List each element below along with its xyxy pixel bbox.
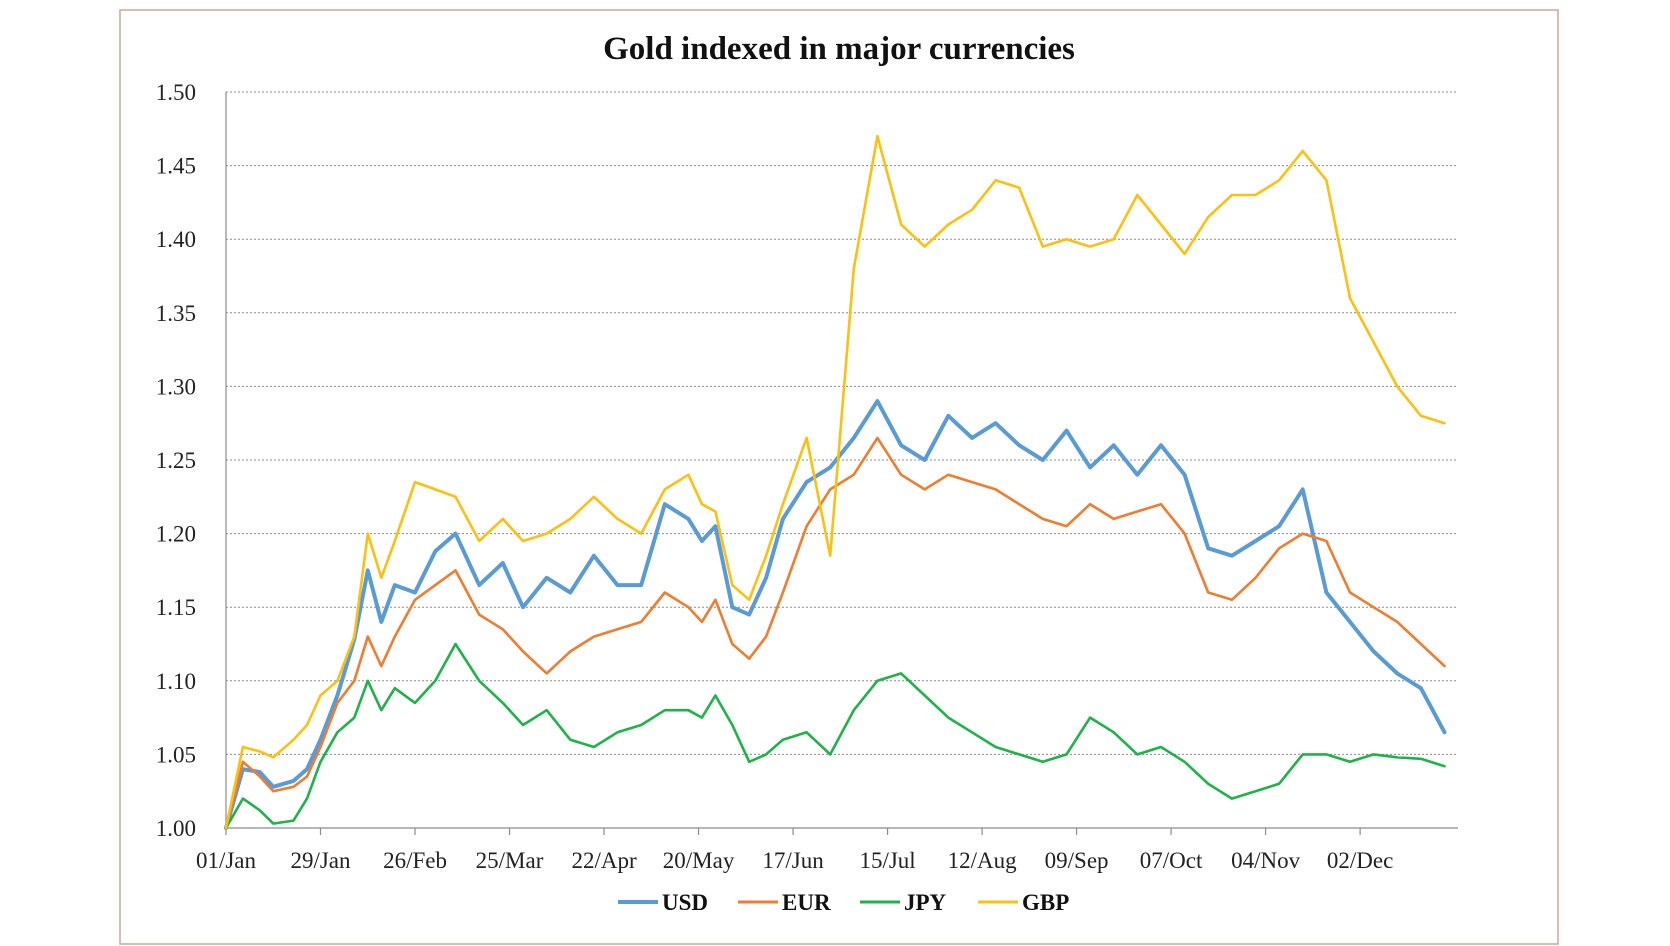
y-tick-label: 1.50 [156, 80, 196, 105]
y-tick-labels: 1.00 1.05 1.10 1.15 1.20 1.25 1.30 1.35 1.40 1.45… [156, 80, 196, 841]
axes [225, 92, 1458, 835]
x-tick-label: 01/Jan [196, 848, 257, 873]
y-tick-label: 1.40 [156, 227, 196, 252]
x-tick-label: 15/Jul [859, 848, 915, 873]
legend-label-gbp: GBP [1022, 890, 1069, 915]
x-tick-label: 12/Aug [948, 848, 1018, 873]
x-tick-label: 07/Oct [1140, 848, 1203, 873]
x-tick-labels: 01/Jan 29/Jan 26/Feb 25/Mar 22/Apr 20/May 17/J… [196, 848, 1393, 873]
legend: USD EUR JPY GBP [618, 890, 1069, 915]
x-tick-label: 02/Dec [1327, 848, 1393, 873]
x-tick-label: 29/Jan [290, 848, 351, 873]
y-tick-label: 1.35 [156, 301, 196, 326]
y-tick-label: 1.05 [156, 742, 196, 767]
legend-label-jpy: JPY [904, 890, 947, 915]
legend-label-eur: EUR [782, 890, 831, 915]
x-tick-label: 22/Apr [571, 848, 637, 873]
y-tick-label: 1.20 [156, 522, 196, 547]
chart-border [119, 9, 1559, 945]
y-tick-label: 1.30 [156, 374, 196, 399]
y-tick-label: 1.00 [156, 816, 196, 841]
series-line-usd [224, 399, 1447, 830]
y-tick-label: 1.10 [156, 669, 196, 694]
x-tick-label: 09/Sep [1045, 848, 1109, 873]
series-line-eur [224, 436, 1446, 830]
x-tick-label: 26/Feb [383, 848, 447, 873]
y-tick-label: 1.45 [156, 154, 196, 179]
series-lines [224, 134, 1447, 830]
legend-label-usd: USD [662, 890, 708, 915]
x-tick-label: 17/Jun [762, 848, 824, 873]
series-line-jpy [224, 642, 1446, 830]
x-tick-label: 04/Nov [1231, 848, 1301, 873]
series-line-gbp [224, 134, 1446, 830]
x-tick-label: 25/Mar [476, 848, 544, 873]
chart-title: Gold indexed in major currencies [603, 31, 1075, 67]
y-tick-label: 1.25 [156, 448, 196, 473]
gridlines [226, 91, 1458, 755]
x-tick-label: 20/May [663, 848, 735, 873]
y-tick-label: 1.15 [156, 595, 196, 620]
